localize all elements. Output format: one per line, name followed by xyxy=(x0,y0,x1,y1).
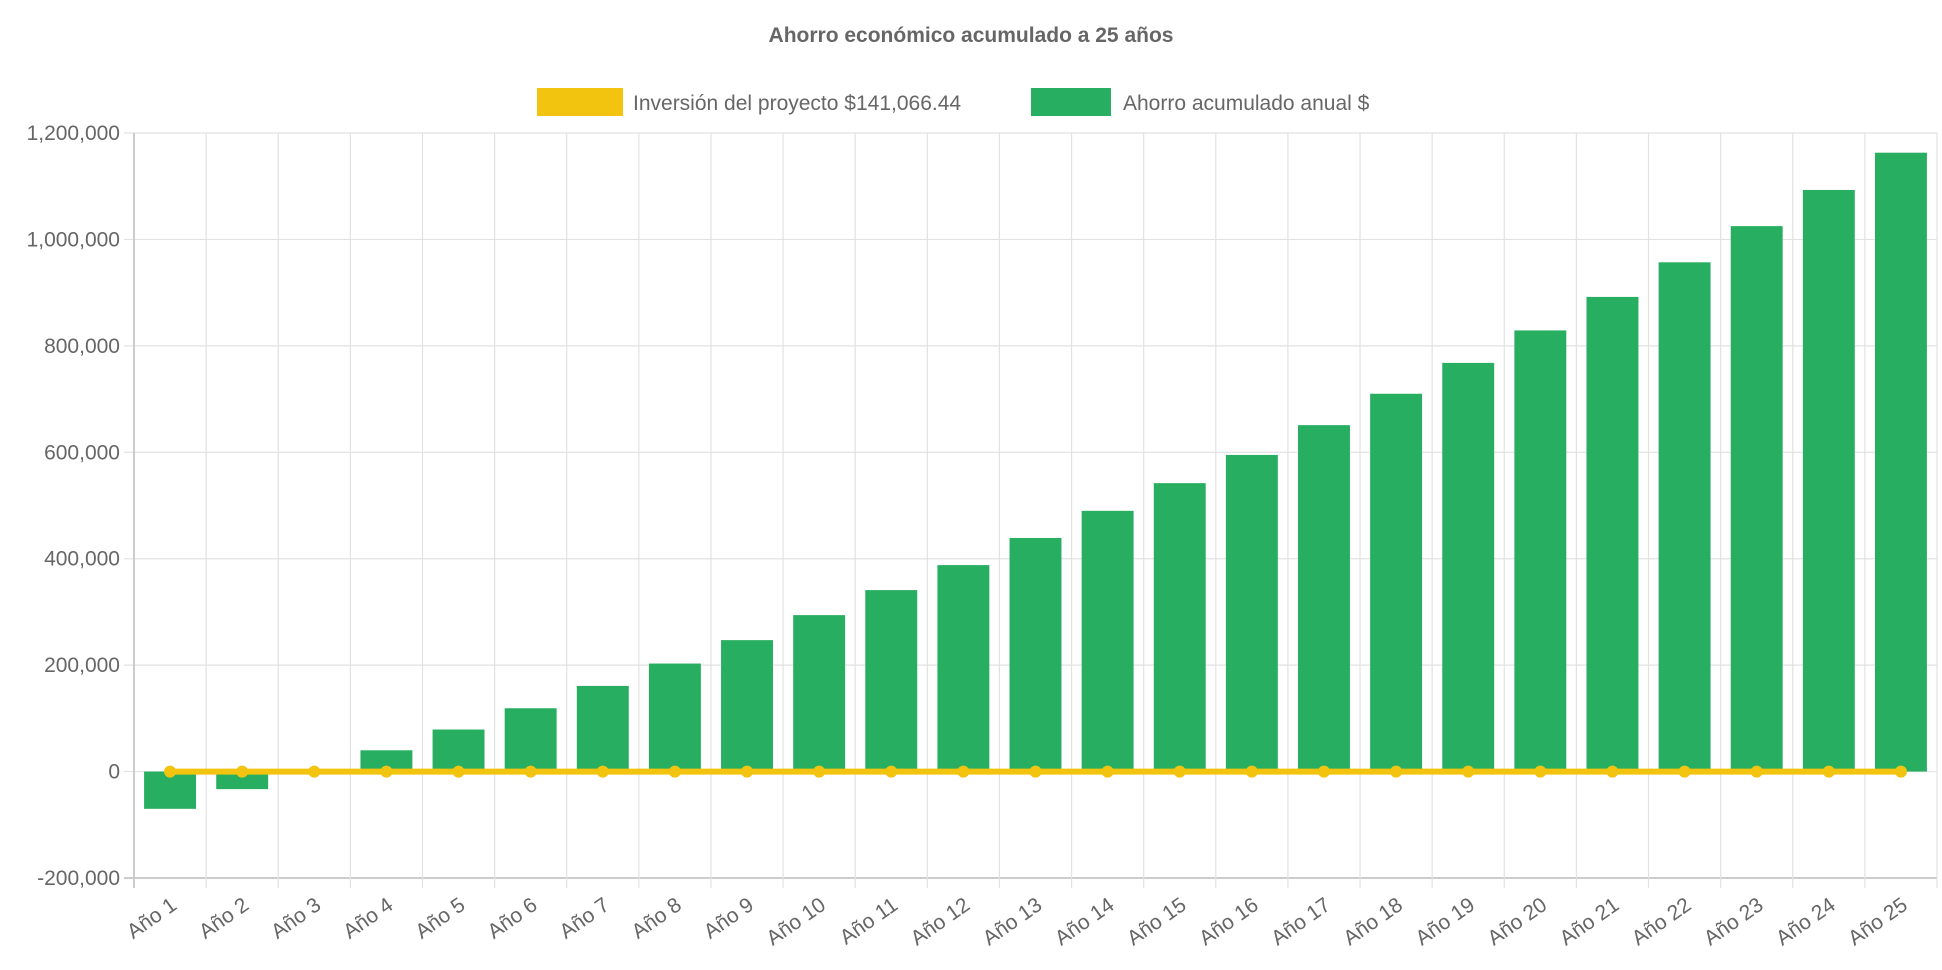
investment-point xyxy=(308,765,321,778)
investment-point xyxy=(1173,765,1186,778)
investment-point xyxy=(1101,765,1114,778)
bar-año-21 xyxy=(1586,296,1639,772)
bar-año-7 xyxy=(576,685,629,772)
x-tick-label: Año 4 xyxy=(339,893,397,944)
x-tick-label: Año 7 xyxy=(555,893,613,943)
x-tick-label: Año 23 xyxy=(1700,893,1768,950)
legend-label-investment: Inversión del proyecto $141,066.44 xyxy=(633,92,961,115)
x-tick-label: Año 1 xyxy=(123,893,181,943)
x-tick-label: Año 17 xyxy=(1267,893,1335,950)
bar-año-17 xyxy=(1298,425,1350,772)
x-tick-label: Año 16 xyxy=(1195,893,1263,950)
bar-año-14 xyxy=(1081,510,1134,772)
legend-label-savings: Ahorro acumulado anual $ xyxy=(1123,92,1370,115)
bar-año-24 xyxy=(1802,189,1855,772)
bar-año-6 xyxy=(504,708,557,772)
bar-año-9 xyxy=(721,640,773,772)
investment-point xyxy=(452,765,465,778)
x-tick-label: Año 21 xyxy=(1556,893,1624,950)
bar-año-18 xyxy=(1370,393,1423,772)
legend-item-investment[interactable]: Inversión del proyecto $141,066.44 xyxy=(537,88,961,116)
bar-año-13 xyxy=(1009,537,1062,772)
legend-swatch-investment xyxy=(537,88,623,116)
y-tick-label: 200,000 xyxy=(44,654,120,677)
investment-point xyxy=(1462,765,1475,778)
x-tick-label: Año 15 xyxy=(1123,893,1191,950)
investment-point xyxy=(1390,765,1403,778)
investment-point xyxy=(1029,765,1042,778)
y-tick-label: -200,000 xyxy=(37,867,120,890)
legend-item-savings[interactable]: Ahorro acumulado anual $ xyxy=(1031,88,1370,116)
bar-año-23 xyxy=(1730,226,1783,772)
investment-point xyxy=(164,765,177,778)
investment-point xyxy=(957,765,970,778)
investment-point xyxy=(596,765,609,778)
bar-año-11 xyxy=(865,590,918,772)
investment-point xyxy=(380,765,393,778)
bar-año-22 xyxy=(1658,262,1711,772)
bar-año-8 xyxy=(648,663,701,772)
investment-point xyxy=(524,765,537,778)
grid xyxy=(124,132,1938,888)
investment-point xyxy=(1894,765,1907,778)
y-tick-label: 400,000 xyxy=(44,548,120,571)
investment-point xyxy=(813,765,826,778)
investment-point xyxy=(1678,765,1691,778)
y-tick-label: 0 xyxy=(108,761,120,784)
bar-año-4 xyxy=(360,750,413,772)
bar-año-10 xyxy=(793,615,846,772)
bar-año-2 xyxy=(216,771,269,790)
bar-año-5 xyxy=(432,729,485,772)
x-tick-label: Año 19 xyxy=(1411,893,1479,950)
bar-año-19 xyxy=(1442,362,1495,772)
investment-point xyxy=(741,765,754,778)
x-tick-label: Año 5 xyxy=(411,893,469,943)
x-tick-label: Año 2 xyxy=(195,893,253,943)
y-tick-label: 600,000 xyxy=(44,441,120,464)
y-tick-label: 800,000 xyxy=(44,335,120,358)
x-axis: Año 1 Año 2 Año 3 Año 4 Año 5 Año 6 Año 7 Año 8… xyxy=(123,893,1912,950)
investment-point xyxy=(1534,765,1547,778)
investment-point xyxy=(1317,765,1330,778)
x-tick-label: Año 18 xyxy=(1339,893,1407,950)
x-tick-label: Año 8 xyxy=(628,893,686,943)
investment-point xyxy=(668,765,681,778)
x-tick-label: Año 24 xyxy=(1772,893,1840,950)
bar-año-15 xyxy=(1153,483,1206,772)
x-tick-label: Año 9 xyxy=(700,893,758,943)
x-tick-label: Año 20 xyxy=(1483,893,1551,950)
bar-año-20 xyxy=(1514,330,1567,772)
investment-point xyxy=(1606,765,1619,778)
chart-title: Ahorro económico acumulado a 25 años xyxy=(769,24,1174,47)
y-tick-label: 1,200,000 xyxy=(27,122,120,145)
x-tick-label: Año 25 xyxy=(1844,893,1912,950)
investment-point xyxy=(1245,765,1258,778)
investment-point xyxy=(1822,765,1835,778)
x-tick-label: Año 6 xyxy=(483,893,541,943)
x-tick-label: Año 11 xyxy=(836,893,902,949)
y-tick-label: 1,000,000 xyxy=(27,228,120,251)
y-axis: -200,000 0 200,000 400,000 600,000 800,000 1,0… xyxy=(27,122,120,890)
bar-año-1 xyxy=(144,771,197,809)
bar-año-12 xyxy=(937,565,990,772)
x-tick-label: Año 3 xyxy=(267,893,325,943)
x-tick-label: Año 14 xyxy=(1051,893,1119,950)
x-tick-label: Año 13 xyxy=(979,893,1047,950)
x-tick-label: Año 22 xyxy=(1628,893,1696,950)
investment-point xyxy=(236,765,249,778)
legend-swatch-savings xyxy=(1031,88,1111,116)
x-tick-label: Año 10 xyxy=(762,893,830,950)
investment-line xyxy=(164,765,1907,778)
bar-año-16 xyxy=(1225,454,1278,772)
legend: Inversión del proyecto $141,066.44 Ahorr… xyxy=(537,88,1370,116)
bars xyxy=(144,152,1927,809)
investment-point xyxy=(1750,765,1763,778)
investment-point xyxy=(885,765,898,778)
x-tick-label: Año 12 xyxy=(907,893,975,950)
bar-año-25 xyxy=(1874,152,1927,772)
